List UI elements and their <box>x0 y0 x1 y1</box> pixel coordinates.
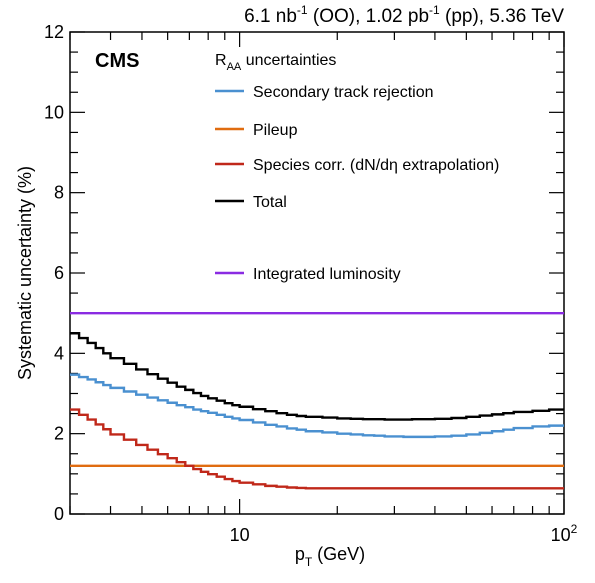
legend-title-sub: AA <box>227 61 242 73</box>
y-tick-label: 0 <box>54 504 64 524</box>
lumi-oo-label: (OO), 1.02 pb <box>308 6 429 27</box>
series-line-species-corr-dn-d-extrapolation <box>70 408 564 490</box>
experiment-label: CMS <box>95 50 139 72</box>
x-tick-label: 10 <box>230 525 250 545</box>
series-lines <box>70 311 564 490</box>
x-tick-labels: 10 102 <box>230 522 578 545</box>
x-axis-label-main: p <box>295 544 305 564</box>
series-line-secondary-track-rejection <box>70 373 564 439</box>
x-axis-label-rest: (GeV) <box>312 544 365 564</box>
legend-label-integrated-luminosity: Integrated luminosity <box>253 266 401 283</box>
y-tick-label: 12 <box>44 22 64 42</box>
x-axis-label-sub: T <box>305 555 313 569</box>
y-axis-label: Systematic uncertainty (%) <box>15 166 35 380</box>
y-tick-label: 2 <box>54 424 64 444</box>
lumi-oo-exponent: -1 <box>297 3 308 17</box>
header-lumi-text: 6.1 nb-1 (OO), 1.02 pb-1 (pp), 5.36 TeV <box>244 3 564 27</box>
legend-label-total: Total <box>253 194 287 211</box>
legend-label-pileup: Pileup <box>253 122 298 139</box>
x-tick-label-exponent: 2 <box>571 522 578 536</box>
y-tick-label: 4 <box>54 343 64 363</box>
legend-label-species-corr-dn-d-extrapolation: Species corr. (dN/dη extrapolation) <box>253 157 499 174</box>
lumi-pp-label: (pp), 5.36 TeV <box>440 6 565 27</box>
legend-title: RAA uncertainties <box>215 52 336 73</box>
lumi-pp-exponent: -1 <box>429 3 440 17</box>
legend: Secondary track rejection Pileup Species c… <box>215 84 499 283</box>
x-tick-label: 102 <box>551 522 578 545</box>
y-tick-label: 6 <box>54 263 64 283</box>
y-tick-labels: 0 2 4 6 8 10 12 <box>44 22 64 524</box>
y-tick-label: 10 <box>44 102 64 122</box>
legend-title-rest: uncertainties <box>241 52 336 69</box>
x-tick-label-base: 10 <box>551 525 571 545</box>
lumi-oo: 6.1 nb <box>244 6 297 27</box>
legend-title-main: R <box>215 52 227 69</box>
legend-label-secondary-track-rejection: Secondary track rejection <box>253 84 434 101</box>
y-tick-label: 8 <box>54 183 64 203</box>
x-tick-label-base: 10 <box>230 525 250 545</box>
series-line-total <box>70 332 564 421</box>
x-axis-label: pT (GeV) <box>295 544 365 569</box>
